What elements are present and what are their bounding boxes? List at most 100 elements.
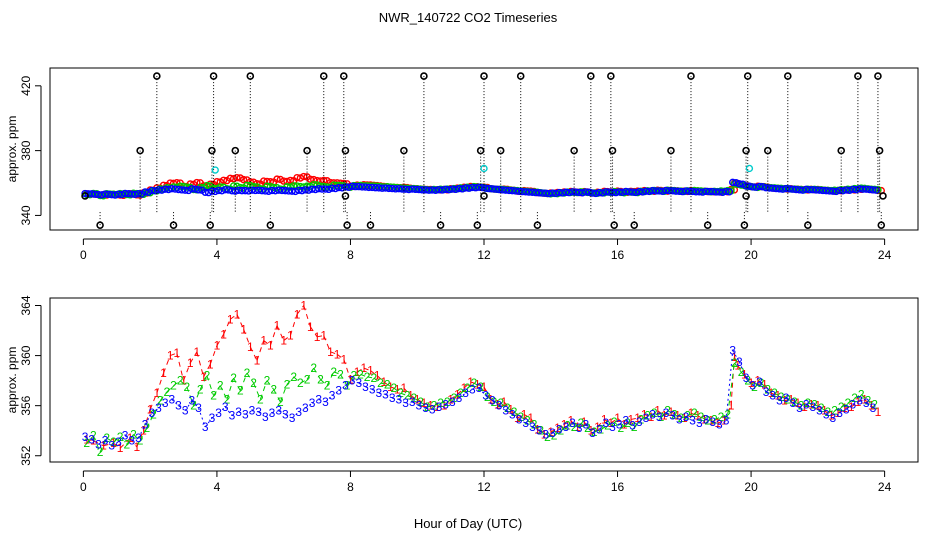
series-2-segment — [420, 401, 428, 408]
series-3-point: 3 — [102, 434, 109, 448]
series-3-segment — [618, 420, 627, 425]
series-3-point: 3 — [182, 404, 189, 418]
flag-high-point — [743, 72, 752, 80]
series-2-point: 2 — [664, 404, 671, 418]
top-series-3-point — [181, 186, 189, 194]
series-3-point: 3 — [716, 417, 723, 431]
x-tick-label: 0 — [80, 248, 87, 262]
series-1-point: 1 — [200, 370, 207, 384]
series-1-point: 1 — [307, 320, 314, 334]
series-1-segment — [350, 371, 358, 380]
series-1-point: 1 — [441, 399, 448, 413]
series-3-segment — [532, 426, 540, 432]
top-series-2-point — [249, 182, 258, 191]
series-1-point: 1 — [601, 412, 608, 426]
flag-base-point — [81, 192, 89, 200]
top-series-3-point — [642, 187, 650, 195]
top-series-1-point — [259, 177, 268, 185]
series-3-point: 3 — [209, 411, 216, 425]
series-2-segment — [567, 425, 575, 428]
series-3-segment — [158, 402, 166, 409]
series-2-segment — [547, 435, 555, 438]
series-1-point: 1 — [828, 409, 835, 423]
series-3-segment — [191, 400, 199, 409]
series-1-point: 1 — [794, 396, 801, 410]
series-1-point: 1 — [334, 347, 341, 361]
top-series-3-point — [785, 185, 794, 193]
series-3-point: 3 — [522, 416, 529, 430]
series-2-segment — [233, 377, 241, 391]
series-3-segment — [104, 440, 113, 447]
series-3-segment — [859, 400, 867, 404]
flag-high-point — [607, 72, 615, 80]
series-2-point: 2 — [364, 370, 371, 384]
flag-high-point — [246, 72, 255, 80]
series-3-segment — [652, 413, 660, 418]
series-2-point: 2 — [651, 406, 658, 420]
series-2-segment — [834, 406, 842, 412]
top-series-3-point — [575, 188, 583, 197]
top-series-2-point — [730, 180, 739, 188]
top-series-3-point — [385, 184, 393, 193]
series-3-segment — [578, 424, 587, 429]
series-3-point: 3 — [322, 395, 329, 409]
series-1-point: 1 — [527, 411, 534, 425]
series-3-point: 3 — [830, 411, 837, 425]
top-series-3-point — [645, 187, 653, 196]
series-2-point: 2 — [598, 422, 605, 436]
series-3-segment — [692, 420, 700, 424]
series-1-segment — [737, 365, 745, 375]
series-2-point: 2 — [290, 370, 297, 384]
series-3-point: 3 — [389, 391, 396, 405]
series-3-point: 3 — [429, 402, 436, 416]
series-2-segment — [460, 387, 468, 394]
series-3-segment — [438, 403, 446, 408]
series-1-segment — [269, 325, 278, 346]
flag-high-point — [339, 72, 348, 80]
series-2-segment — [453, 392, 461, 399]
series-2-point: 2 — [564, 419, 571, 433]
series-2-point: 2 — [257, 392, 264, 406]
series-2-segment — [507, 407, 515, 413]
top-series-3-point — [171, 185, 179, 193]
series-3-point: 3 — [723, 414, 730, 428]
series-1-point: 1 — [294, 307, 301, 321]
top-series-3-point — [458, 185, 466, 193]
series-3-point: 3 — [823, 407, 830, 421]
series-3-point: 3 — [856, 394, 863, 408]
series-2-segment — [654, 412, 662, 418]
series-2-segment — [113, 436, 121, 443]
series-1-point: 1 — [554, 421, 561, 435]
series-2-segment — [206, 375, 215, 396]
top-series-2-point — [203, 181, 211, 190]
top-series-3-point — [395, 184, 403, 193]
series-1-point: 1 — [180, 374, 187, 388]
series-1-segment — [811, 403, 818, 407]
series-3-segment — [425, 407, 433, 410]
top-series-3-point — [732, 178, 740, 187]
top-series-3-point — [285, 187, 293, 195]
series-2-segment — [780, 396, 788, 400]
series-3-point: 3 — [649, 407, 656, 421]
series-2-segment — [754, 382, 762, 388]
series-2-point: 2 — [304, 372, 311, 386]
series-1-segment — [209, 345, 218, 365]
top-series-3-point — [582, 188, 590, 196]
series-2-point: 2 — [744, 374, 751, 388]
series-2-segment — [800, 402, 809, 407]
series-2-point: 2 — [537, 424, 544, 438]
series-1-point: 1 — [347, 372, 354, 386]
series-2-segment — [667, 410, 675, 415]
top-series-3-point — [495, 185, 503, 194]
top-series-3-point — [148, 186, 156, 195]
series-3-segment — [705, 418, 713, 423]
top-series-3-point — [725, 188, 734, 196]
series-3-point: 3 — [683, 410, 690, 424]
series-2-segment — [600, 425, 608, 430]
series-3-segment — [405, 401, 413, 404]
series-1-segment — [283, 335, 291, 341]
top-series-3-point — [812, 186, 820, 194]
series-1-point: 1 — [714, 416, 721, 430]
flag-low-point — [740, 221, 749, 229]
series-3-point: 3 — [155, 401, 162, 415]
